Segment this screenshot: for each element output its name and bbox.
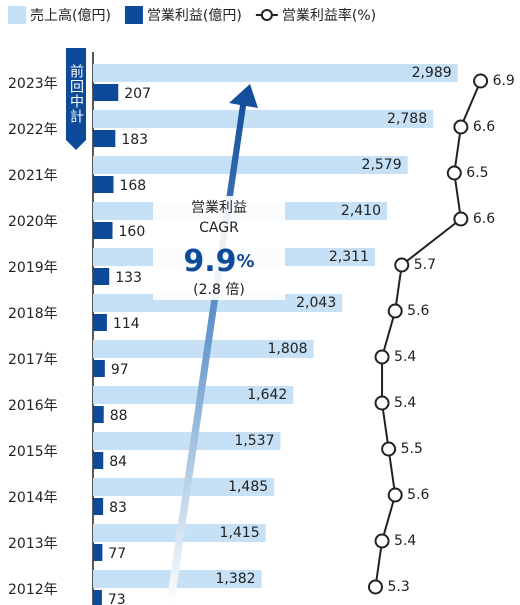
income-label: 77 xyxy=(108,546,126,562)
legend-label: 営業利益率(%) xyxy=(282,7,376,24)
margin-marker xyxy=(453,119,469,135)
legend-swatch xyxy=(8,6,26,24)
margin-marker xyxy=(374,349,390,365)
annotation-value: 9.9% xyxy=(183,244,254,279)
legend-marker xyxy=(260,9,273,21)
margin-label: 5.4 xyxy=(394,349,416,365)
cagr-unit: % xyxy=(237,251,255,272)
income-bar xyxy=(93,314,107,331)
margin-marker xyxy=(381,441,397,457)
sales-label: 1,537 xyxy=(234,433,274,449)
income-label: 183 xyxy=(121,132,148,148)
margin-label: 6.5 xyxy=(466,165,488,181)
sales-bar xyxy=(93,386,294,404)
y-tick-label: 2023年 xyxy=(8,76,58,92)
sales-label: 2,043 xyxy=(296,295,336,311)
margin-marker xyxy=(374,395,390,411)
legend-swatch xyxy=(124,6,143,24)
y-tick-label: 2012年 xyxy=(8,582,58,598)
margin-label: 5.4 xyxy=(394,395,416,411)
y-tick-label: 2021年 xyxy=(8,168,58,184)
sales-label: 2,788 xyxy=(387,111,427,127)
sales-label: 1,642 xyxy=(247,387,287,403)
cagr-arrow xyxy=(166,84,258,605)
income-label: 88 xyxy=(110,408,128,424)
income-label: 73 xyxy=(108,592,126,605)
income-bar xyxy=(93,544,103,561)
sales-label: 2,579 xyxy=(362,157,402,173)
plan-label: 前回中計 xyxy=(68,63,84,124)
margin-marker xyxy=(374,533,390,549)
y-tick-label: 2020年 xyxy=(8,214,58,230)
legend-label: 営業利益(億円) xyxy=(147,8,242,24)
cagr-value: 9.9 xyxy=(183,244,236,279)
income-bar xyxy=(93,176,114,193)
annotation-ratio: (2.8 倍) xyxy=(193,282,245,298)
income-label: 207 xyxy=(124,86,151,102)
sales-label: 2,410 xyxy=(341,203,381,219)
sales-label: 1,808 xyxy=(267,341,307,357)
income-bar xyxy=(93,268,110,285)
margin-label: 6.9 xyxy=(493,73,515,89)
margin-label: 5.7 xyxy=(414,257,436,273)
sales-label: 2,989 xyxy=(412,65,452,81)
sales-label: 1,415 xyxy=(220,525,260,541)
margin-line xyxy=(374,80,482,588)
margin-marker xyxy=(367,579,383,595)
y-tick-label: 2019年 xyxy=(8,260,58,276)
margin-label: 5.5 xyxy=(401,441,423,457)
y-tick-label: 2016年 xyxy=(8,398,58,414)
sales-bar xyxy=(93,340,314,358)
margin-label: 5.6 xyxy=(407,487,429,503)
margin-label: 6.6 xyxy=(473,119,495,135)
sales-label: 1,485 xyxy=(228,479,268,495)
income-bar xyxy=(93,498,104,515)
income-label: 114 xyxy=(113,316,140,332)
sales-bar xyxy=(93,156,408,174)
margin-label: 5.3 xyxy=(387,579,409,595)
annotation-box xyxy=(153,196,285,300)
margin-label: 5.6 xyxy=(407,303,429,319)
sales-bar xyxy=(93,432,281,450)
margin-marker xyxy=(453,211,469,227)
income-label: 97 xyxy=(111,362,129,378)
margin-marker xyxy=(394,257,410,273)
sales-bar xyxy=(93,64,458,82)
income-label: 168 xyxy=(119,178,146,194)
sales-label: 2,311 xyxy=(329,249,369,265)
income-bar xyxy=(93,360,105,377)
income-bar xyxy=(93,130,116,147)
y-tick-label: 2013年 xyxy=(8,536,58,552)
margin-marker xyxy=(473,73,489,89)
margin-label: 6.6 xyxy=(473,211,495,227)
annotation-sub: CAGR xyxy=(199,220,239,236)
y-tick-label: 2014年 xyxy=(8,490,58,506)
y-tick-label: 2017年 xyxy=(8,352,58,368)
annotation-title: 営業利益 xyxy=(191,200,247,216)
legend-label: 売上高(億円) xyxy=(30,7,111,24)
income-label: 133 xyxy=(115,270,142,286)
plan-marker xyxy=(66,48,86,150)
income-bar xyxy=(93,452,104,469)
sales-bar xyxy=(93,110,434,128)
income-label: 160 xyxy=(119,224,146,240)
y-tick-label: 2022年 xyxy=(8,122,58,138)
income-bar xyxy=(93,222,113,239)
margin-marker xyxy=(387,487,403,503)
y-tick-label: 2018年 xyxy=(8,306,58,322)
margin-marker xyxy=(446,165,462,181)
margin-marker xyxy=(387,303,403,319)
sales-label: 1,382 xyxy=(216,571,256,587)
income-label: 83 xyxy=(109,500,127,516)
margin-label: 5.4 xyxy=(394,533,416,549)
income-bar xyxy=(93,84,119,101)
y-tick-label: 2015年 xyxy=(8,444,58,460)
income-bar xyxy=(93,590,102,605)
income-bar xyxy=(93,406,104,423)
income-label: 84 xyxy=(109,454,127,470)
